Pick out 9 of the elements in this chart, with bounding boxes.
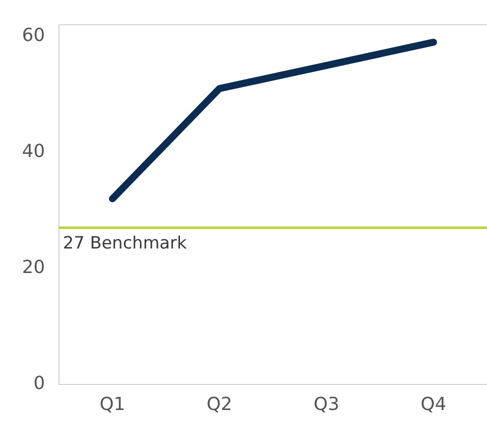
x-tick-label: Q3: [314, 394, 340, 415]
x-tick-label: Q2: [206, 394, 232, 415]
x-tick-label: Q1: [100, 394, 126, 415]
x-tick-label: Q4: [420, 394, 446, 415]
y-tick-label: 0: [33, 373, 45, 394]
ref-line-label: 27 Benchmark: [62, 234, 187, 254]
y-tick-label: 40: [22, 141, 45, 162]
y-tick-label: 60: [22, 25, 45, 46]
y-tick-label: 20: [22, 257, 45, 278]
